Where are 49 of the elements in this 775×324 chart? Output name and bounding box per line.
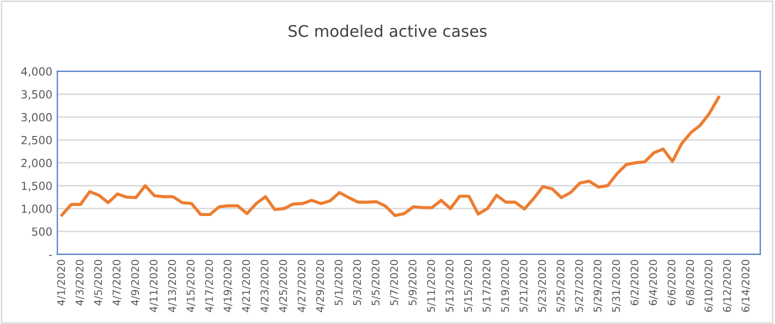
y-tick-label: 2,000 [21,158,52,168]
y-tick-label: 1,000 [22,204,52,214]
x-tick-label: 5/13/2020 [446,260,454,312]
x-tick-label: 5/31/2020 [612,260,621,312]
x-tick-label: 6/8/2020 [686,260,695,306]
x-tick-label: 6/10/2020 [704,260,714,312]
x-tick-label: 4/17/2020 [205,260,214,312]
x-tick-label: 5/23/2020 [538,260,547,312]
y-tick-label: 3,000 [22,113,52,123]
x-tick-label: 4/29/2020 [316,260,325,312]
line-series [60,96,720,217]
y-tick-label: - [49,255,52,256]
x-tick-label: 5/11/2020 [427,260,436,312]
x-tick-label: 4/1/2020 [57,260,66,306]
x-tick-label: 5/15/2020 [464,260,473,312]
x-tick-label: 5/1/2020 [334,260,344,306]
x-tick-label: 5/17/2020 [482,260,492,312]
x-tick-label: 4/13/2020 [168,260,177,312]
x-tick-label: 4/23/2020 [260,260,270,312]
y-tick-label: 2,500 [21,136,52,146]
x-tick-label: 5/29/2020 [594,260,602,312]
chart-title: SC modeled active cases [288,24,487,38]
x-tick-label: 4/7/2020 [112,260,122,306]
x-tick-label: 6/4/2020 [649,260,658,306]
x-tick-label: 4/9/2020 [131,260,140,306]
x-tick-label: 5/7/2020 [390,260,399,306]
x-tick-label: 6/14/2020 [742,260,750,312]
x-tick-label: 5/27/2020 [575,260,584,312]
x-tick-label: 6/6/2020 [668,260,676,306]
x-tick-label: 4/25/2020 [279,260,288,312]
x-tick-label: 6/2/2020 [630,260,640,306]
y-tick-label: 1,500 [22,182,52,192]
y-tick-label: 500 [32,227,52,236]
x-tick-label: 6/12/2020 [723,260,732,312]
x-tick-label: 5/9/2020 [408,260,418,306]
x-tick-label: 5/3/2020 [353,260,362,306]
x-tick-label: 4/3/2020 [76,260,84,306]
y-tick-label: 4,000 [21,67,52,77]
x-tick-label: 5/21/2020 [520,260,528,312]
x-tick-label: 4/21/2020 [242,260,251,312]
x-tick-label: 5/19/2020 [501,260,510,312]
y-tick-label: 3,500 [22,90,52,100]
x-tick-label: 4/15/2020 [186,260,196,312]
x-tick-label: 4/5/2020 [94,260,103,306]
x-tick-label: 4/19/2020 [224,260,232,312]
x-tick-label: 4/27/2020 [298,260,306,312]
x-tick-label: 4/11/2020 [150,260,158,312]
x-tick-label: 5/25/2020 [556,260,566,312]
x-tick-label: 5/5/2020 [372,260,380,306]
